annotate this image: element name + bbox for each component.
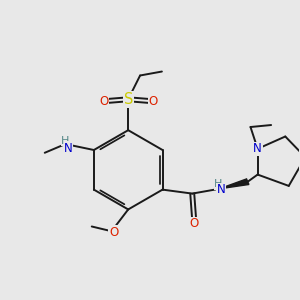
Text: N: N	[217, 183, 226, 196]
Text: O: O	[148, 95, 158, 108]
Text: N: N	[253, 142, 262, 155]
Text: S: S	[124, 92, 133, 107]
Polygon shape	[219, 179, 249, 189]
Text: O: O	[109, 226, 118, 238]
Text: H: H	[214, 179, 223, 189]
Text: N: N	[64, 142, 73, 154]
Text: H: H	[61, 136, 70, 146]
Text: O: O	[190, 217, 199, 230]
Text: O: O	[99, 95, 108, 108]
